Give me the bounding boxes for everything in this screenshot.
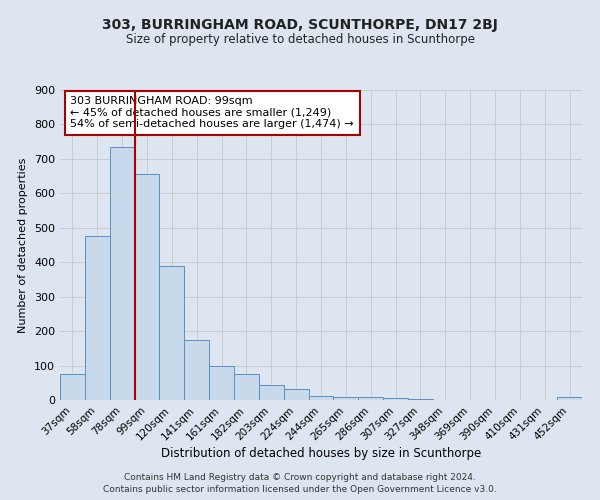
Bar xyxy=(557,397,582,400)
Bar xyxy=(259,384,284,400)
Bar xyxy=(184,340,209,400)
Text: Contains HM Land Registry data © Crown copyright and database right 2024.: Contains HM Land Registry data © Crown c… xyxy=(124,472,476,482)
Text: Contains public sector information licensed under the Open Government Licence v3: Contains public sector information licen… xyxy=(103,485,497,494)
Y-axis label: Number of detached properties: Number of detached properties xyxy=(19,158,28,332)
Text: 303, BURRINGHAM ROAD, SCUNTHORPE, DN17 2BJ: 303, BURRINGHAM ROAD, SCUNTHORPE, DN17 2… xyxy=(102,18,498,32)
Bar xyxy=(358,397,383,400)
Bar xyxy=(334,396,358,400)
Text: Size of property relative to detached houses in Scunthorpe: Size of property relative to detached ho… xyxy=(125,32,475,46)
Bar xyxy=(284,388,308,400)
X-axis label: Distribution of detached houses by size in Scunthorpe: Distribution of detached houses by size … xyxy=(161,448,481,460)
Bar xyxy=(134,174,160,400)
Bar xyxy=(408,398,433,400)
Bar xyxy=(160,266,184,400)
Bar xyxy=(85,236,110,400)
Bar xyxy=(110,147,134,400)
Bar xyxy=(209,366,234,400)
Bar xyxy=(383,398,408,400)
Text: 303 BURRINGHAM ROAD: 99sqm
← 45% of detached houses are smaller (1,249)
54% of s: 303 BURRINGHAM ROAD: 99sqm ← 45% of deta… xyxy=(70,96,354,130)
Bar xyxy=(234,374,259,400)
Bar xyxy=(308,396,334,400)
Bar xyxy=(60,374,85,400)
